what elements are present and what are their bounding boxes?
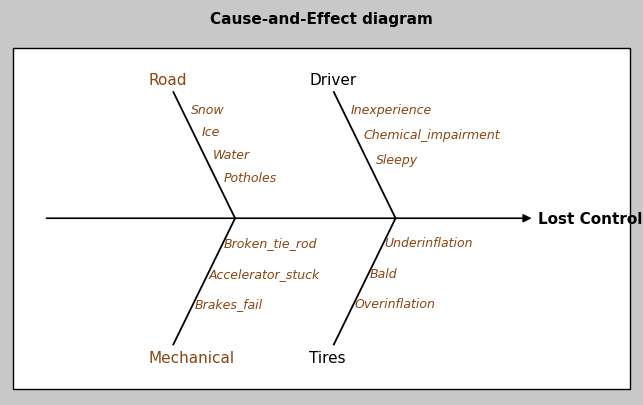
- Text: Mechanical: Mechanical: [149, 350, 235, 364]
- Text: Road: Road: [149, 73, 187, 88]
- Text: Potholes: Potholes: [224, 171, 277, 184]
- Text: Driver: Driver: [309, 73, 356, 88]
- Text: Water: Water: [213, 149, 250, 162]
- Text: Underinflation: Underinflation: [385, 237, 473, 250]
- Text: Brakes_fail: Brakes_fail: [194, 297, 262, 310]
- Text: Inexperience: Inexperience: [351, 103, 432, 116]
- Text: Lost Control: Lost Control: [538, 211, 642, 226]
- Text: Cause-and-Effect diagram: Cause-and-Effect diagram: [210, 12, 433, 27]
- Text: Ice: Ice: [202, 126, 220, 139]
- FancyBboxPatch shape: [13, 49, 630, 389]
- Text: Bald: Bald: [370, 267, 397, 280]
- Text: Chemical_impairment: Chemical_impairment: [363, 128, 500, 141]
- Text: Snow: Snow: [190, 103, 224, 116]
- Text: Overinflation: Overinflation: [355, 297, 436, 310]
- Text: Tires: Tires: [309, 350, 346, 364]
- Text: Accelerator_stuck: Accelerator_stuck: [209, 267, 320, 280]
- Text: Broken_tie_rod: Broken_tie_rod: [224, 237, 318, 250]
- Text: Sleepy: Sleepy: [376, 153, 418, 166]
